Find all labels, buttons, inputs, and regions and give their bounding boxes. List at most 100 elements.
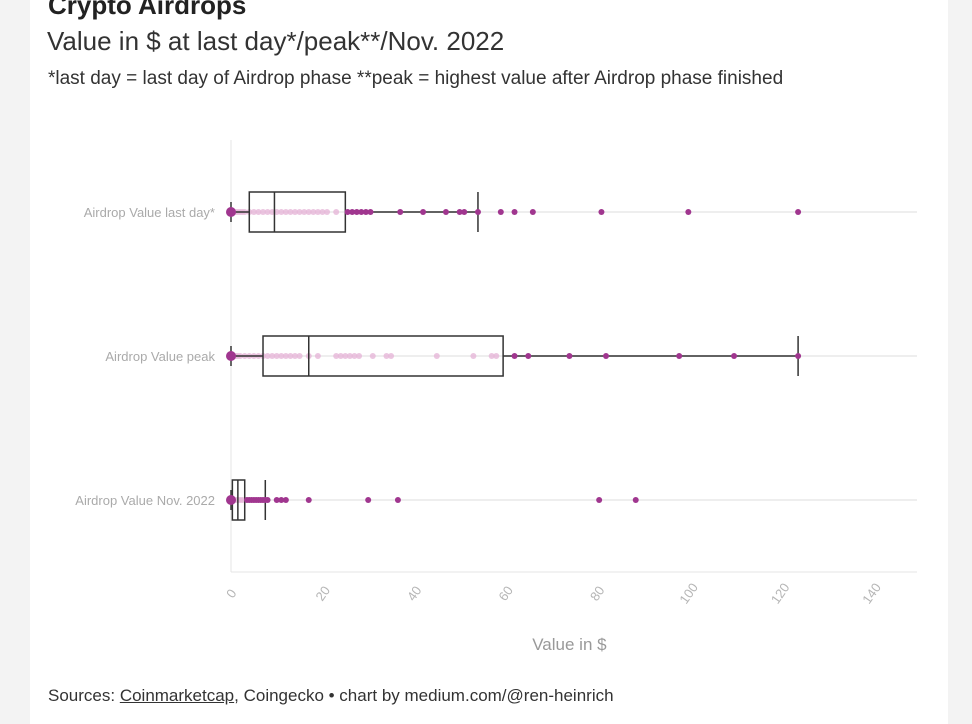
data-point-inside bbox=[282, 353, 289, 359]
chart-footer: Sources: Coinmarketcap, Coingecko • char… bbox=[48, 686, 614, 706]
data-point-outside bbox=[474, 209, 481, 215]
data-point-inside bbox=[333, 209, 340, 215]
data-point-inside bbox=[260, 209, 267, 215]
data-point-outside bbox=[461, 209, 468, 215]
data-point-outside bbox=[566, 353, 573, 359]
data-point-inside bbox=[351, 353, 358, 359]
data-point-outside bbox=[497, 209, 504, 215]
x-tick-label: 60 bbox=[495, 583, 516, 603]
data-point-inside bbox=[310, 209, 317, 215]
data-point-inside bbox=[314, 353, 321, 359]
chart-card bbox=[30, 0, 948, 724]
data-point-outside bbox=[685, 209, 692, 215]
data-point-outside bbox=[795, 209, 802, 215]
data-point-inside bbox=[337, 353, 344, 359]
data-point-inside bbox=[333, 353, 340, 359]
data-point-inside bbox=[369, 353, 376, 359]
data-point-outside bbox=[365, 497, 372, 503]
data-point-outside bbox=[596, 497, 603, 503]
data-point-outside bbox=[632, 497, 639, 503]
data-point-inside bbox=[470, 353, 477, 359]
data-point-inside bbox=[383, 353, 390, 359]
data-point-inside bbox=[342, 353, 349, 359]
data-point-outside bbox=[358, 209, 365, 215]
data-point-outside bbox=[676, 353, 683, 359]
data-point-outside bbox=[344, 209, 351, 215]
data-point-inside bbox=[264, 353, 271, 359]
data-point-outside bbox=[456, 209, 463, 215]
data-point-outside bbox=[603, 353, 610, 359]
data-point-inside bbox=[324, 209, 331, 215]
data-point-inside bbox=[273, 353, 280, 359]
category-label: Airdrop Value last day* bbox=[84, 205, 215, 220]
data-point-cluster-zero bbox=[226, 495, 236, 505]
data-point-cluster-zero bbox=[226, 351, 236, 361]
x-tick-label: 20 bbox=[312, 583, 333, 603]
footer-prefix: Sources: bbox=[48, 686, 120, 705]
data-point-inside bbox=[264, 209, 271, 215]
data-point-outside bbox=[525, 353, 532, 359]
data-point-inside bbox=[346, 353, 353, 359]
data-point-inside bbox=[319, 209, 326, 215]
data-point-outside bbox=[264, 497, 271, 503]
data-point-outside bbox=[282, 497, 289, 503]
data-point-outside bbox=[397, 209, 404, 215]
data-point-inside bbox=[314, 209, 321, 215]
data-point-inside bbox=[287, 209, 294, 215]
data-point-inside bbox=[292, 353, 299, 359]
data-point-inside bbox=[273, 209, 280, 215]
data-point-outside bbox=[305, 497, 312, 503]
footer-rest: , Coingecko • chart by medium.com/@ren-h… bbox=[234, 686, 614, 705]
data-point-inside bbox=[278, 209, 285, 215]
data-point-inside bbox=[269, 209, 276, 215]
data-point-outside bbox=[731, 353, 738, 359]
chart-title: Crypto Airdrops bbox=[48, 0, 247, 20]
data-point-inside bbox=[488, 353, 495, 359]
data-point-inside bbox=[356, 353, 363, 359]
data-point-inside bbox=[239, 497, 246, 503]
data-point-inside bbox=[292, 209, 299, 215]
chart-subtitle: Value in $ at last day*/peak**/Nov. 2022 bbox=[47, 26, 505, 56]
data-point-outside bbox=[367, 209, 374, 215]
data-point-inside bbox=[305, 209, 312, 215]
data-point-outside bbox=[529, 209, 536, 215]
data-point-inside bbox=[250, 209, 257, 215]
chart-note: *last day = last day of Airdrop phase **… bbox=[48, 68, 784, 89]
data-point-outside bbox=[598, 209, 605, 215]
data-point-inside bbox=[287, 353, 294, 359]
data-point-inside bbox=[296, 353, 303, 359]
data-point-inside bbox=[255, 209, 262, 215]
data-point-outside bbox=[442, 209, 449, 215]
category-label: Airdrop Value Nov. 2022 bbox=[75, 493, 215, 508]
data-point-outside bbox=[394, 497, 401, 503]
data-point-inside bbox=[269, 353, 276, 359]
data-point-outside bbox=[511, 353, 518, 359]
data-point-outside bbox=[273, 497, 280, 503]
data-point-outside bbox=[511, 209, 518, 215]
x-tick-label: 0 bbox=[223, 586, 239, 601]
x-tick-label: 140 bbox=[859, 580, 884, 606]
data-point-outside bbox=[278, 497, 285, 503]
x-tick-label: 100 bbox=[676, 580, 701, 606]
data-point-outside bbox=[795, 353, 802, 359]
x-tick-label: 40 bbox=[404, 583, 425, 603]
data-point-cluster-zero bbox=[226, 207, 236, 217]
x-tick-label: 80 bbox=[587, 583, 608, 603]
data-point-inside bbox=[388, 353, 395, 359]
x-axis-title: Value in $ bbox=[532, 635, 607, 654]
data-point-inside bbox=[493, 353, 500, 359]
data-point-outside bbox=[362, 209, 369, 215]
source-link-coinmarketcap[interactable]: Coinmarketcap bbox=[119, 686, 235, 705]
box bbox=[262, 335, 504, 377]
data-point-inside bbox=[433, 353, 440, 359]
data-point-outside bbox=[349, 209, 356, 215]
data-point-inside bbox=[282, 209, 289, 215]
x-tick-label: 120 bbox=[768, 580, 793, 606]
category-label: Airdrop Value peak bbox=[105, 349, 215, 364]
data-point-outside bbox=[420, 209, 427, 215]
data-point-inside bbox=[301, 209, 308, 215]
data-point-outside bbox=[353, 209, 360, 215]
data-point-inside bbox=[296, 209, 303, 215]
data-point-inside bbox=[278, 353, 285, 359]
